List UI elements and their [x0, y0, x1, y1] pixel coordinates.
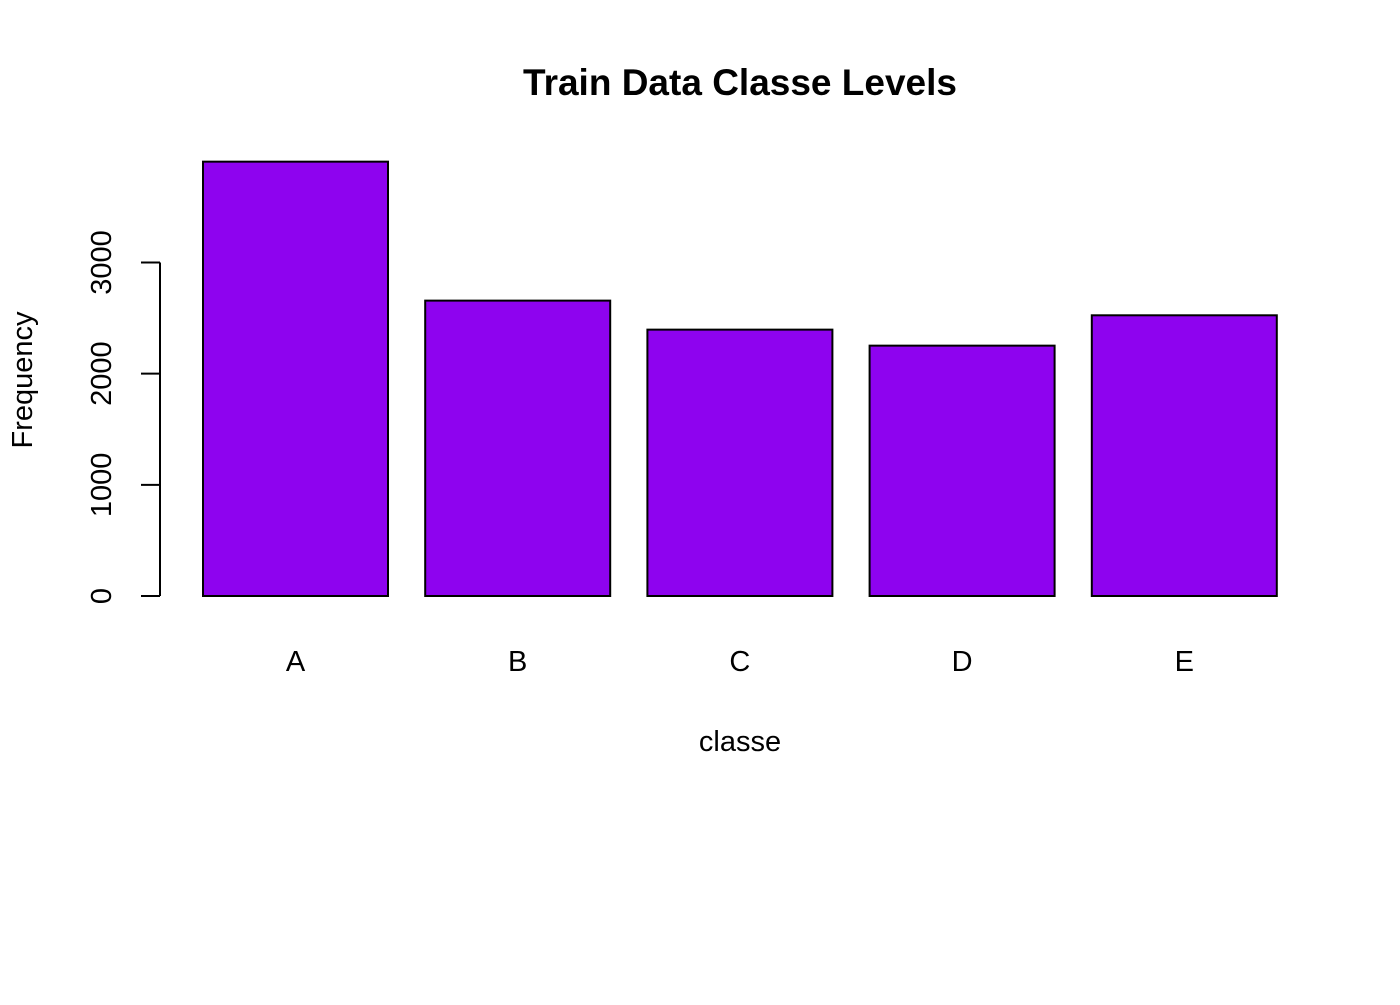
y-tick-label: 3000	[86, 230, 118, 295]
y-tick-label: 1000	[86, 453, 118, 518]
bars	[202, 160, 1278, 598]
x-tick-label-e: E	[1175, 646, 1194, 678]
x-tick-label-d: D	[952, 646, 973, 678]
y-tick-label: 2000	[86, 341, 118, 406]
bar-e	[1090, 314, 1278, 597]
x-tick-labels: A B C D E	[286, 646, 1194, 678]
x-tick-label-c: C	[729, 646, 750, 678]
bar-a	[202, 160, 389, 597]
x-tick-label-a: A	[286, 646, 306, 678]
x-tick-label-b: B	[508, 646, 527, 678]
bar-c	[646, 328, 834, 597]
x-axis-label: classe	[699, 726, 781, 758]
y-axis: 0 1000 2000 3000	[86, 230, 161, 604]
bar-b	[424, 299, 612, 597]
bar-d	[868, 344, 1056, 598]
y-axis-label: Frequency	[7, 311, 39, 449]
y-tick-label: 0	[86, 588, 118, 604]
chart-title: Train Data Classe Levels	[523, 62, 957, 103]
